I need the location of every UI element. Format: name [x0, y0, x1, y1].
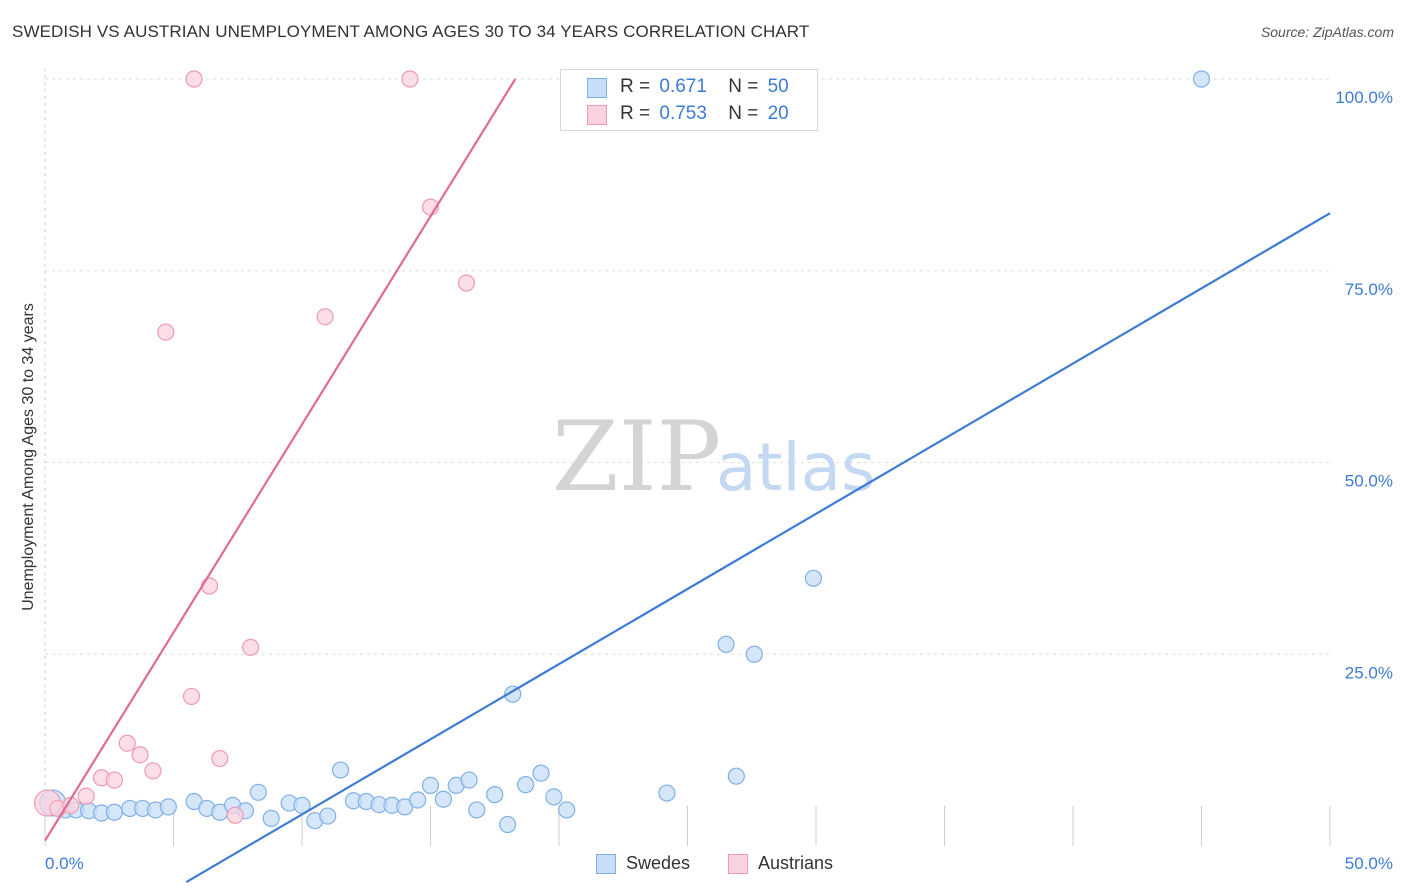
- austrians-point: [226, 806, 244, 824]
- y-tick-label: 25.0%: [1345, 663, 1393, 682]
- n-value: 20: [767, 103, 789, 124]
- swedes-point: [804, 569, 823, 587]
- swedes-point: [1192, 70, 1211, 88]
- swedes-point: [460, 771, 478, 789]
- swedes-point: [745, 645, 763, 663]
- source-label: Source: ZipAtlas.com: [1260, 24, 1394, 40]
- swedes-point: [262, 809, 280, 827]
- austrians-swatch: [587, 105, 607, 125]
- swedes-legend-swatch: [596, 854, 616, 874]
- austrians-point: [182, 687, 201, 706]
- austrians-point: [144, 762, 162, 780]
- swedes-swatch: [587, 78, 607, 98]
- swedes-point: [249, 783, 267, 801]
- austrians-legend-swatch: [728, 854, 748, 874]
- swedes-point: [717, 635, 735, 653]
- swedes-point: [504, 685, 522, 703]
- watermark-zip: ZIP: [552, 401, 721, 513]
- swedes-point: [434, 790, 452, 808]
- swedes-point: [468, 801, 486, 819]
- austrians-point: [77, 787, 95, 805]
- r-label: R =: [620, 103, 651, 124]
- r-value: 0.671: [659, 76, 707, 97]
- austrians-trendline: [44, 78, 517, 842]
- n-label: N =: [728, 103, 759, 124]
- r-value: 0.753: [659, 103, 707, 124]
- austrians-point: [457, 274, 476, 292]
- austrians-point: [105, 771, 123, 789]
- watermark: ZIP atlas: [552, 401, 876, 513]
- swedes-point: [499, 815, 517, 834]
- n-label: N =: [728, 76, 759, 97]
- austrians-point: [200, 577, 219, 595]
- stats-legend: R = 0.671 N = 50 R = 0.753 N = 20: [560, 69, 818, 131]
- y-tick-label: 100.0%: [1335, 88, 1393, 107]
- swedes-point: [532, 764, 550, 782]
- austrians-point: [185, 70, 203, 88]
- swedes-point: [331, 761, 350, 779]
- swedes-point: [658, 784, 676, 802]
- swedes-point: [409, 791, 427, 809]
- r-label: R =: [620, 76, 651, 97]
- swedes-point: [727, 767, 745, 785]
- x-tick-label: 0.0%: [45, 854, 84, 873]
- trendlines: [44, 78, 1331, 883]
- chart-title: SWEDISH VS AUSTRIAN UNEMPLOYMENT AMONG A…: [12, 22, 810, 41]
- x-tick-label: 50.0%: [1345, 854, 1393, 873]
- swedes-point: [421, 776, 440, 795]
- swedes-point: [486, 786, 504, 804]
- watermark-atlas: atlas: [716, 429, 876, 506]
- tick-labels: 100.0% 75.0% 50.0% 25.0% 0.0% 50.0%: [45, 88, 1393, 873]
- austrians-point: [131, 746, 149, 764]
- austrians-point: [316, 308, 334, 326]
- n-value: 50: [767, 76, 789, 97]
- swedes-point: [105, 803, 123, 821]
- y-tick-label: 75.0%: [1345, 280, 1393, 299]
- legend-label: Swedes: [626, 853, 691, 873]
- austrians-point: [401, 70, 419, 88]
- austrians-point: [211, 749, 229, 768]
- swedes-point: [159, 798, 177, 816]
- austrians-point: [118, 734, 136, 752]
- austrians-point: [157, 323, 175, 341]
- swedes-point: [319, 807, 337, 825]
- swedes-trendline: [185, 212, 1331, 883]
- y-tick-label: 50.0%: [1345, 472, 1393, 491]
- swedes-point: [545, 788, 563, 806]
- legend-label: Austrians: [758, 853, 834, 873]
- data-points: [33, 70, 1211, 834]
- swedes-point: [516, 776, 535, 794]
- swedes-point: [558, 801, 576, 819]
- austrians-point: [242, 638, 260, 656]
